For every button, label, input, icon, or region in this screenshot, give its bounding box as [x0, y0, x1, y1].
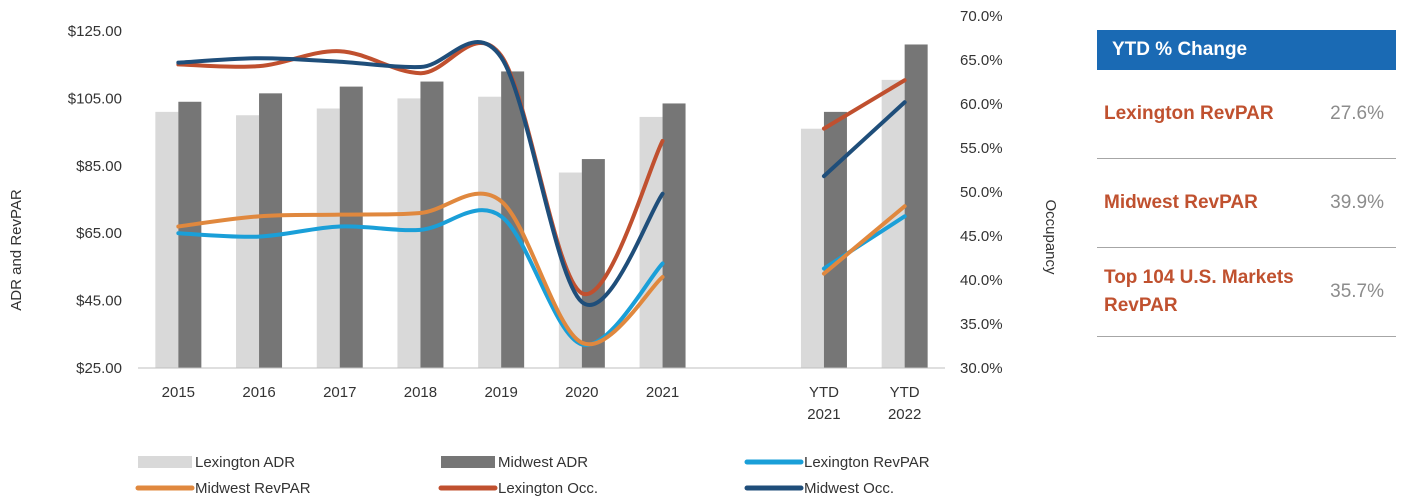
legend-label: Lexington Occ.: [498, 480, 598, 497]
x-tick-label: 2016: [242, 384, 275, 401]
ytd-row-value: 27.6%: [1330, 103, 1384, 124]
y-tick-label: $125.00: [68, 23, 122, 40]
ytd-change-table: YTD % Change Lexington RevPAR 27.6% Midw…: [1097, 30, 1396, 337]
y-tick-label: $65.00: [76, 225, 122, 242]
x-tick-label-line: 2021: [807, 406, 840, 423]
y2-tick-label: 70.0%: [960, 8, 1003, 25]
y-tick-label: $45.00: [76, 293, 122, 310]
legend-label: Lexington ADR: [195, 454, 295, 471]
ytd-change-header: YTD % Change: [1097, 30, 1396, 70]
y-tick-label: $105.00: [68, 90, 122, 107]
y2-tick-label: 45.0%: [960, 228, 1003, 245]
ytd-row-midwest-revpar: Midwest RevPAR 39.9%: [1097, 159, 1396, 248]
series-line: [176, 191, 665, 347]
ytd-row-label: Midwest RevPAR: [1104, 192, 1258, 213]
bar: [662, 103, 686, 368]
bar: [501, 71, 525, 368]
legend-label: Midwest Occ.: [804, 480, 894, 497]
bar: [478, 96, 502, 368]
legend-label: Midwest ADR: [498, 454, 588, 471]
x-tick-label: 2019: [484, 384, 517, 401]
bar: [259, 93, 283, 368]
series-line: [176, 41, 665, 297]
series-line: [821, 78, 907, 131]
x-tick-label-line: YTD: [809, 384, 839, 401]
ytd-row-label: Lexington RevPAR: [1104, 103, 1274, 124]
x-tick-label: 2015: [162, 384, 195, 401]
y2-tick-label: 30.0%: [960, 360, 1003, 377]
ytd-row-value: 35.7%: [1330, 281, 1384, 302]
x-tick-label: YTD 2022: [888, 384, 921, 423]
legend-swatch: [441, 456, 495, 468]
ytd-row-value: 39.9%: [1330, 192, 1384, 213]
bar: [639, 116, 663, 368]
x-tick-label: 2017: [323, 384, 356, 401]
bar: [236, 115, 260, 368]
y2-tick-label: 35.0%: [960, 316, 1003, 333]
series-line: [821, 204, 907, 276]
x-tick-label: 2020: [565, 384, 598, 401]
x-tick-label: 2021: [646, 384, 679, 401]
y2-tick-label: 50.0%: [960, 184, 1003, 201]
bar: [904, 44, 928, 368]
y-tick-label: $85.00: [76, 158, 122, 175]
y2-axis-title: Occupancy: [1042, 199, 1059, 275]
ytd-row-top104-revpar: Top 104 U.S. Markets RevPAR 35.7%: [1097, 248, 1396, 337]
bar: [155, 111, 179, 368]
bar: [558, 172, 582, 368]
x-tick-label: 2018: [404, 384, 437, 401]
y2-tick-label: 40.0%: [960, 272, 1003, 289]
bar: [823, 111, 847, 368]
x-tick-label-line: 2022: [888, 406, 921, 423]
bar: [316, 108, 340, 368]
series-line: [176, 40, 665, 307]
y-axis-title: ADR and RevPAR: [8, 189, 25, 311]
y2-tick-label: 65.0%: [960, 52, 1003, 69]
bar: [581, 159, 605, 368]
legend-label: Midwest RevPAR: [195, 480, 311, 497]
chart: $125.00 $105.00 $85.00 $65.00 $45.00 $25.00 70…: [8, 8, 1059, 497]
ytd-row-label: Top 104 U.S. Markets RevPAR: [1104, 267, 1294, 316]
ytd-row-lexington-revpar: Lexington RevPAR 27.6%: [1097, 70, 1396, 159]
x-tick-label-line: YTD: [890, 384, 920, 401]
y2-tick-label: 55.0%: [960, 140, 1003, 157]
legend-label: Lexington RevPAR: [804, 454, 930, 471]
bar: [420, 81, 444, 369]
legend-swatch: [138, 456, 192, 468]
bar: [800, 128, 824, 368]
x-tick-label: YTD 2021: [807, 384, 840, 423]
y2-tick-label: 60.0%: [960, 96, 1003, 113]
bar: [397, 98, 421, 369]
series-line: [821, 100, 907, 179]
y-tick-label: $25.00: [76, 360, 122, 377]
